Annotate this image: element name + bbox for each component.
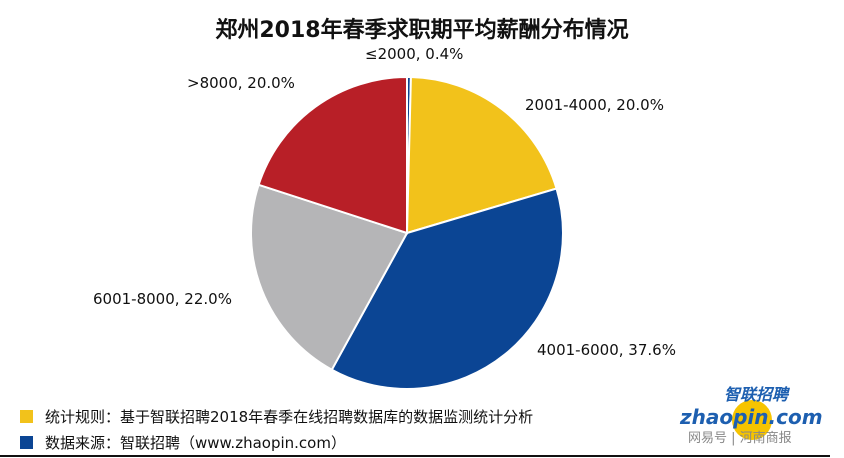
- legend-text: 统计规则：基于智联招聘2018年春季在线招聘数据库的数据监测统计分析: [45, 408, 534, 426]
- pie-slice-3: [250, 183, 409, 372]
- slice-label-1: 2001-4000, 20.0%: [525, 96, 664, 114]
- logo-watermark: 网易号 | 河南商报: [688, 431, 792, 446]
- pie-slice-1: [405, 76, 558, 235]
- slice-label-3: 6001-8000, 22.0%: [93, 290, 232, 308]
- pie-slice-4: [257, 75, 408, 235]
- legend-text: 数据来源：智联招聘（www.zhaopin.com）: [45, 434, 346, 452]
- logo-brand-en: zhaopin.com: [680, 405, 823, 429]
- legend-swatch-blue: [20, 436, 33, 449]
- legend-item-rule: 统计规则：基于智联招聘2018年春季在线招聘数据库的数据监测统计分析: [20, 406, 533, 427]
- pie-slice-2: [330, 187, 564, 390]
- legend-swatch-yellow: [20, 410, 33, 423]
- zhaopin-logo: 智联招聘 zhaopin.com 网易号 | 河南商报: [680, 386, 830, 450]
- logo-brand-cn: 智联招聘: [724, 385, 789, 404]
- logo-circle: [732, 400, 772, 440]
- bottom-divider: [0, 455, 830, 457]
- slice-label-0: ≤2000, 0.4%: [365, 45, 464, 63]
- chart-title: 郑州2018年春季求职期平均薪酬分布情况: [215, 18, 629, 43]
- slice-label-4: >8000, 20.0%: [187, 74, 295, 92]
- legend-item-source: 数据来源：智联招聘（www.zhaopin.com）: [20, 432, 346, 453]
- slice-label-2: 4001-6000, 37.6%: [537, 341, 676, 359]
